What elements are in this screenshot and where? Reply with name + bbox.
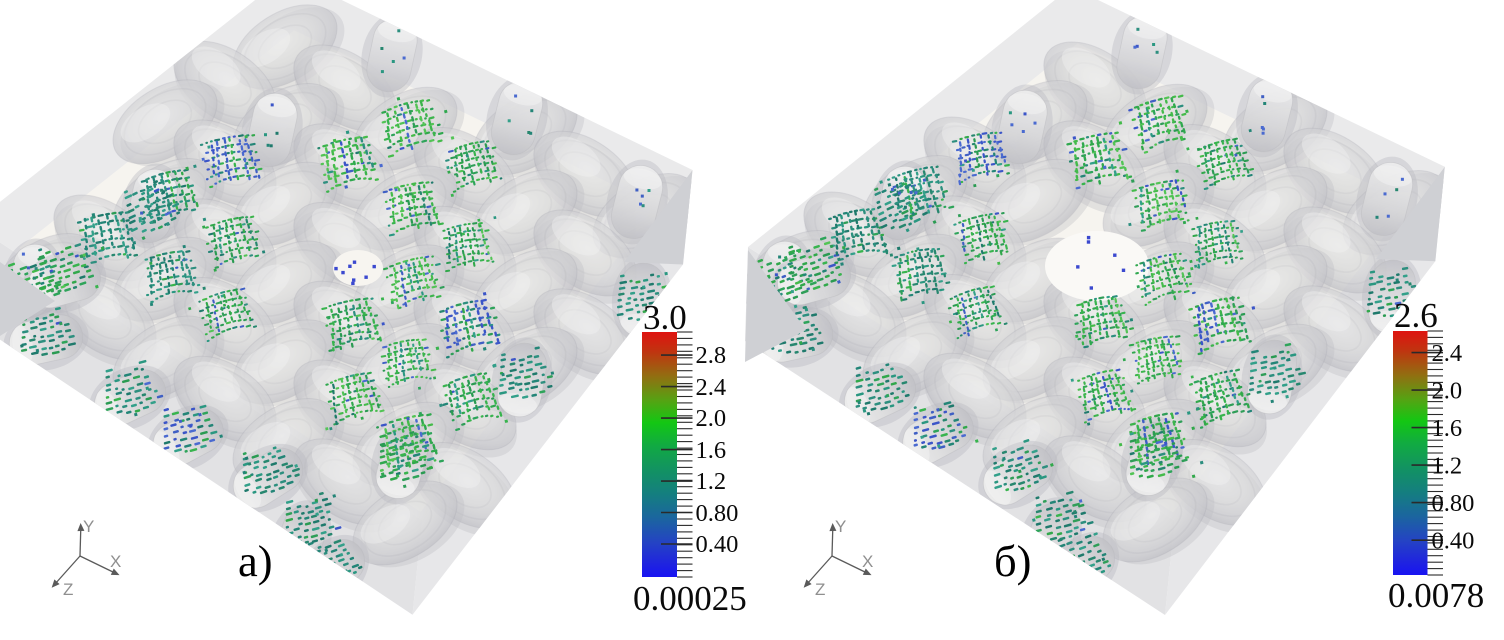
svg-text:Z: Z (63, 580, 73, 599)
svg-text:Y: Y (835, 517, 846, 536)
svg-text:Y: Y (83, 517, 94, 536)
svg-text:Z: Z (815, 580, 825, 599)
svg-text:X: X (862, 552, 873, 571)
svg-text:X: X (110, 552, 121, 571)
svg-text:а): а) (238, 536, 273, 586)
